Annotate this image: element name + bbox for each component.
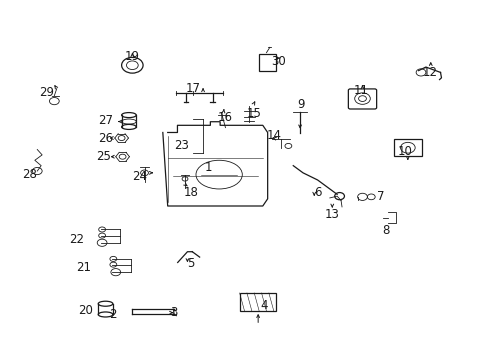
Text: 5: 5 — [187, 257, 194, 270]
Bar — [239, 293, 276, 311]
Text: 30: 30 — [271, 55, 285, 68]
Text: 13: 13 — [324, 208, 339, 221]
Text: 27: 27 — [98, 114, 113, 127]
Text: 20: 20 — [79, 305, 93, 318]
Text: 21: 21 — [76, 261, 91, 274]
Text: 25: 25 — [96, 150, 110, 163]
Text: 14: 14 — [265, 129, 281, 142]
Text: 10: 10 — [397, 145, 412, 158]
Text: 7: 7 — [377, 190, 384, 203]
Text: 2: 2 — [109, 308, 116, 321]
Text: 23: 23 — [173, 139, 188, 152]
Text: 15: 15 — [246, 107, 261, 120]
Text: 26: 26 — [98, 132, 113, 145]
Bar — [259, 54, 276, 71]
Text: 28: 28 — [22, 168, 37, 181]
Text: 11: 11 — [353, 84, 368, 97]
Text: 29: 29 — [40, 86, 54, 99]
Text: 12: 12 — [422, 66, 436, 79]
Text: 4: 4 — [260, 299, 267, 312]
Text: 22: 22 — [69, 233, 83, 246]
Text: 9: 9 — [296, 98, 304, 111]
Text: 19: 19 — [124, 50, 140, 63]
Text: 3: 3 — [170, 306, 177, 319]
Bar — [393, 139, 421, 156]
Text: 17: 17 — [185, 82, 201, 95]
Text: 24: 24 — [132, 170, 147, 183]
Text: 8: 8 — [382, 224, 389, 237]
Text: 1: 1 — [204, 161, 211, 174]
Text: 16: 16 — [217, 111, 232, 124]
Text: 6: 6 — [313, 186, 321, 199]
Text: 18: 18 — [183, 186, 198, 199]
